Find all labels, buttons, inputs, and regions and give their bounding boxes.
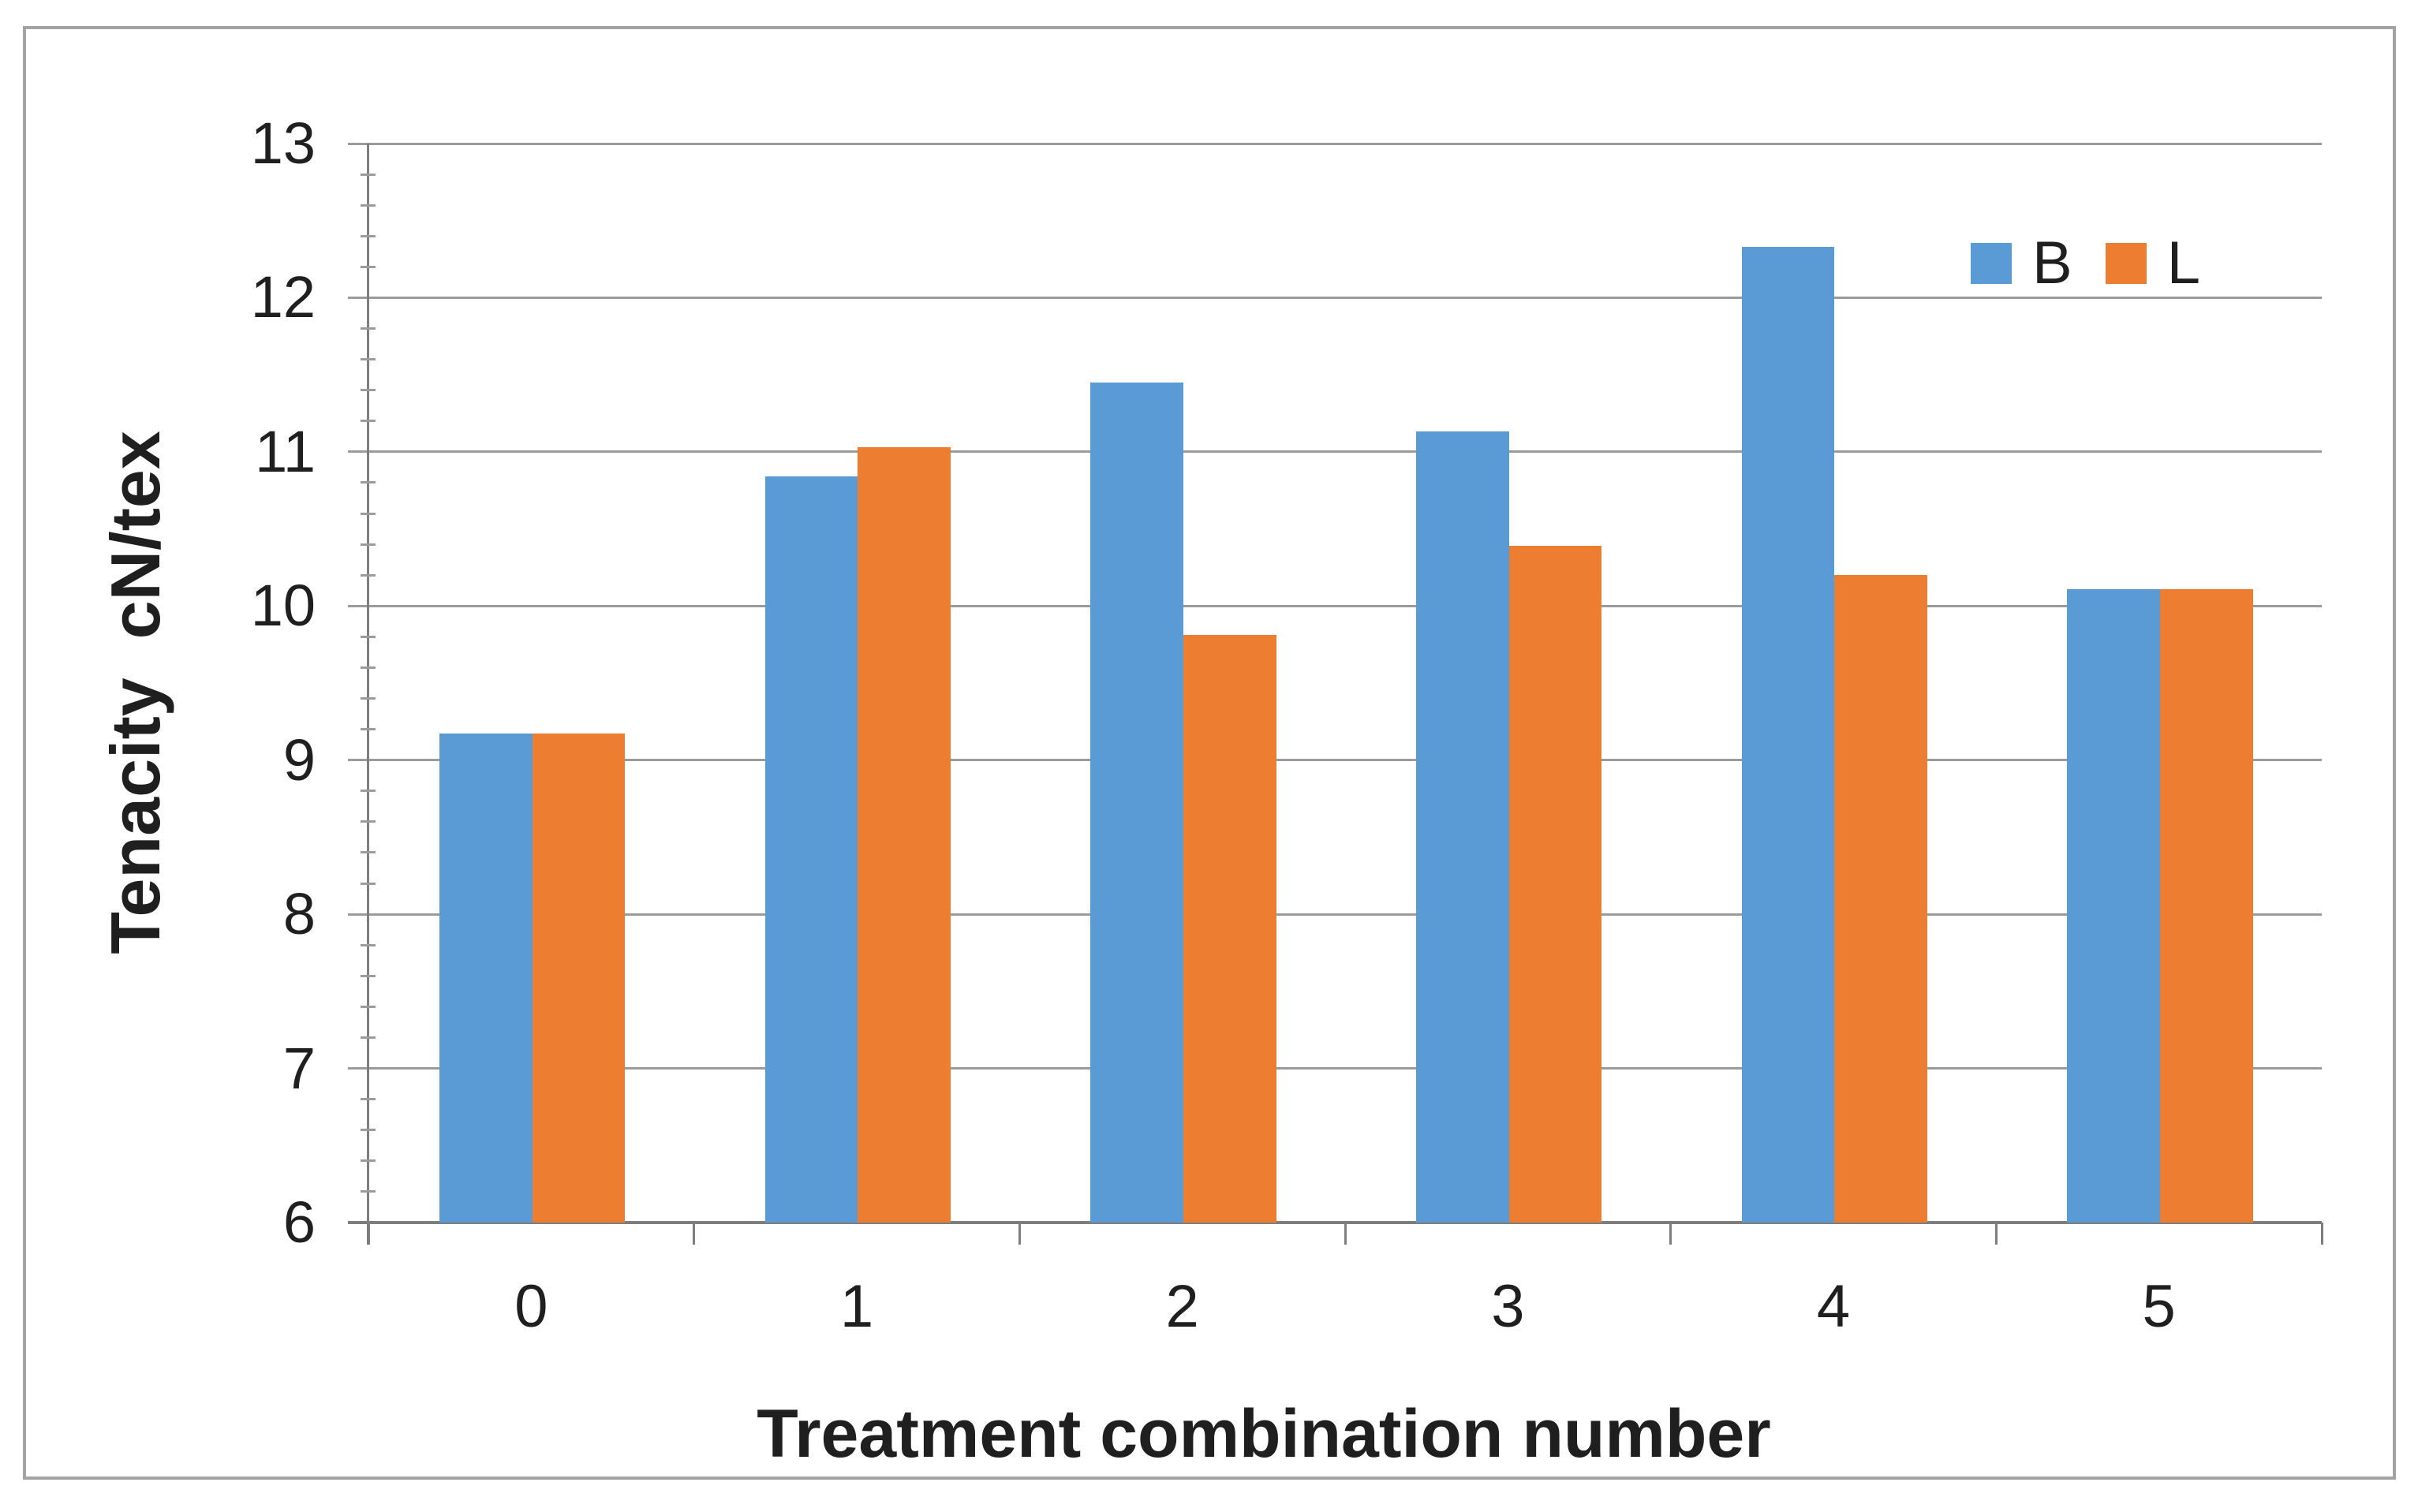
- y-tick-label: 11: [255, 418, 316, 484]
- bar-b-3: [1415, 431, 1509, 1223]
- x-tick-label: 4: [1816, 1273, 1851, 1340]
- y-minor-tick: [361, 573, 376, 577]
- y-minor-tick: [361, 203, 376, 207]
- y-tick-label: 13: [250, 110, 316, 176]
- x-axis-line: [348, 1221, 2322, 1224]
- y-minor-tick: [361, 666, 376, 669]
- y-minor-tick: [361, 1036, 376, 1039]
- x-tick-label: 5: [2142, 1273, 2176, 1340]
- bar-b-1: [764, 476, 858, 1223]
- y-tick-label: 12: [250, 264, 316, 330]
- x-tick-mark: [1994, 1223, 1998, 1245]
- bar-b-5: [2067, 588, 2160, 1223]
- legend-item-l: L: [2105, 230, 2200, 297]
- x-tick-mark: [1669, 1223, 1672, 1245]
- y-minor-tick: [361, 1190, 376, 1193]
- y-minor-tick: [361, 820, 376, 823]
- y-minor-tick: [361, 543, 376, 546]
- bar-l-2: [1183, 635, 1276, 1223]
- y-minor-tick: [361, 974, 376, 977]
- bar-l-3: [1508, 546, 1602, 1223]
- x-tick-mark: [693, 1223, 696, 1245]
- y-minor-tick: [361, 1159, 376, 1163]
- legend-swatch-l-icon: [2105, 243, 2147, 284]
- y-tick-label: 9: [282, 726, 316, 793]
- y-minor-tick: [361, 389, 376, 392]
- y-minor-tick: [361, 635, 376, 638]
- y-minor-tick: [361, 420, 376, 423]
- y-axis-line: [367, 144, 369, 1245]
- y-minor-tick: [361, 1129, 376, 1132]
- x-tick-mark: [2320, 1223, 2323, 1245]
- y-minor-tick: [361, 851, 376, 854]
- y-tick-label: 10: [250, 573, 316, 639]
- y-tick-label: 8: [282, 881, 316, 947]
- legend-label-l: L: [2166, 230, 2200, 297]
- bar-b-2: [1090, 382, 1183, 1223]
- bar-b-4: [1741, 246, 1835, 1223]
- x-tick-mark: [1344, 1223, 1347, 1245]
- gridline: [348, 450, 2322, 454]
- y-minor-tick: [361, 327, 376, 330]
- x-tick-mark: [367, 1223, 370, 1245]
- y-minor-tick: [361, 943, 376, 946]
- y-minor-tick: [361, 512, 376, 515]
- legend-label-b: B: [2032, 230, 2072, 297]
- y-minor-tick: [361, 481, 376, 484]
- y-minor-tick: [361, 173, 376, 176]
- gridline: [348, 604, 2322, 607]
- y-minor-tick: [361, 882, 376, 885]
- gridline: [348, 913, 2322, 916]
- bar-b-0: [439, 734, 533, 1223]
- gridline: [348, 142, 2322, 145]
- legend-swatch-b-icon: [1971, 243, 2012, 284]
- x-tick-label: 2: [1165, 1273, 1199, 1340]
- bar-l-5: [2159, 588, 2253, 1223]
- x-tick-label: 0: [514, 1273, 548, 1340]
- x-tick-label: 1: [839, 1273, 874, 1340]
- y-minor-tick: [361, 1005, 376, 1008]
- y-minor-tick: [361, 358, 376, 361]
- x-tick-label: 3: [1491, 1273, 1525, 1340]
- y-minor-tick: [361, 697, 376, 700]
- bar-l-4: [1834, 575, 1927, 1223]
- x-axis-title: Treatment combination number: [757, 1396, 1771, 1472]
- x-tick-mark: [1018, 1223, 1021, 1245]
- y-minor-tick: [361, 234, 376, 237]
- bar-l-0: [532, 734, 626, 1223]
- gridline: [348, 296, 2322, 299]
- gridline: [348, 1067, 2322, 1070]
- bar-l-1: [858, 446, 951, 1223]
- y-minor-tick: [361, 265, 376, 268]
- y-tick-label: 6: [282, 1189, 316, 1255]
- legend: B L: [1971, 230, 2200, 297]
- legend-item-b: B: [1971, 230, 2072, 297]
- y-minor-tick: [361, 790, 376, 793]
- y-minor-tick: [361, 728, 376, 731]
- y-minor-tick: [361, 1098, 376, 1101]
- gridline: [348, 759, 2322, 762]
- y-tick-label: 7: [282, 1035, 316, 1101]
